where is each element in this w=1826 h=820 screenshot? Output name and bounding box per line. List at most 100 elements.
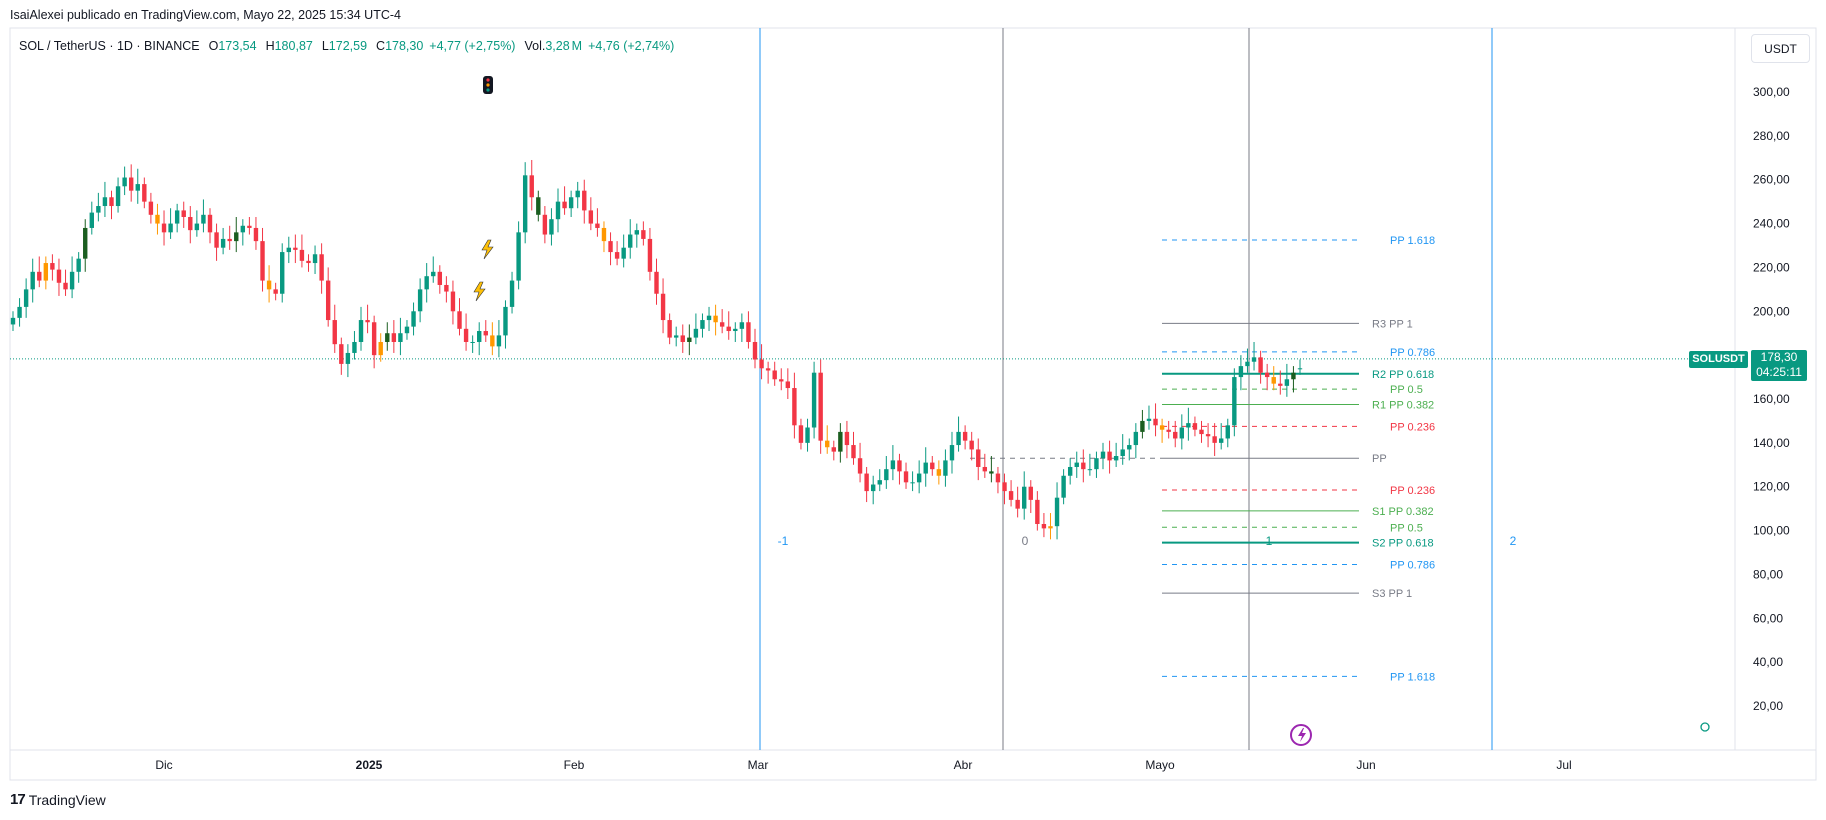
pivot-level-label: S2 PP 0.618 xyxy=(1372,538,1434,550)
candle-body xyxy=(582,190,587,211)
candle-body xyxy=(1008,491,1014,500)
candle-body xyxy=(529,175,534,198)
currency-button[interactable]: USDT xyxy=(1751,34,1810,63)
candle-body xyxy=(417,289,423,312)
volume-value: 3,28 xyxy=(545,39,570,53)
candle-body xyxy=(201,214,206,224)
pivot-level-label: PP 0.5 xyxy=(1390,384,1423,396)
candle-body xyxy=(936,469,942,476)
x-tick-label: Mar xyxy=(748,758,769,772)
candle-body xyxy=(687,337,692,342)
candle-body xyxy=(1107,451,1112,461)
pivot-level-label: PP 1.618 xyxy=(1390,671,1435,683)
candle-body xyxy=(1225,425,1230,439)
candle-body xyxy=(549,219,554,235)
candle-body xyxy=(214,232,219,248)
candle-body xyxy=(240,225,246,233)
candle-body xyxy=(1271,377,1276,384)
candle-body xyxy=(89,212,94,228)
candle-body xyxy=(870,484,876,492)
candle-body xyxy=(260,241,265,281)
candle-body xyxy=(588,210,594,224)
candle-body xyxy=(601,227,607,242)
candle-body xyxy=(358,320,364,342)
tradingview-logo[interactable]: 17 TradingView xyxy=(10,791,106,808)
last-price-value: 178,30 xyxy=(1760,350,1798,364)
candle-body xyxy=(595,223,600,228)
candle-body xyxy=(391,333,397,342)
candle-body xyxy=(457,311,462,329)
x-tick-label: Dic xyxy=(155,758,172,772)
candle-body xyxy=(424,276,429,290)
candle-body xyxy=(680,335,685,342)
candle-body xyxy=(989,471,994,474)
pivot-level-label: S1 PP 0.382 xyxy=(1372,506,1434,518)
candle-body xyxy=(739,322,745,329)
candle-body xyxy=(575,190,580,198)
countdown-value: 04:25:11 xyxy=(1756,365,1802,379)
candle-body xyxy=(719,322,725,327)
candle-body xyxy=(1153,418,1158,426)
candle-body xyxy=(509,280,515,307)
pivot-level-label: S3 PP 1 xyxy=(1372,588,1412,600)
chart-frame xyxy=(9,27,1817,781)
candle-body xyxy=(339,344,344,364)
candle-body xyxy=(568,197,574,209)
candle-body xyxy=(470,341,475,343)
candle-body xyxy=(102,197,108,207)
candle-body xyxy=(17,306,22,318)
candle-body xyxy=(614,252,620,259)
candle-body xyxy=(1219,438,1224,443)
x-tick-label: Jun xyxy=(1356,758,1375,772)
candle-body xyxy=(1199,429,1204,435)
candle-body xyxy=(490,335,495,347)
candle-body xyxy=(411,311,416,327)
candle-body xyxy=(135,184,140,191)
candle-body xyxy=(910,482,915,484)
traffic-light-dot-icon xyxy=(486,78,490,82)
candle-body xyxy=(385,333,390,342)
y-tick-label: 220,00 xyxy=(1753,260,1790,274)
candle-body xyxy=(286,247,291,253)
candle-body xyxy=(522,175,528,233)
candle-body xyxy=(273,289,278,294)
candle-body xyxy=(1192,423,1198,430)
candle-body xyxy=(1146,418,1152,421)
high-value: 180,87 xyxy=(274,39,313,53)
candle-body xyxy=(1054,497,1060,527)
candle-body xyxy=(693,328,699,338)
candle-body xyxy=(168,223,173,233)
candle-body xyxy=(884,469,889,481)
candle-body xyxy=(844,431,850,446)
candle-body xyxy=(897,460,902,472)
candle-body xyxy=(1159,425,1165,430)
candle-body xyxy=(312,254,318,264)
candle-body xyxy=(1186,423,1191,428)
pivot-level-label: R2 PP 0.618 xyxy=(1372,369,1434,381)
pivot-level-label: PP 0.236 xyxy=(1390,485,1435,497)
candle-body xyxy=(50,263,55,270)
candle-body xyxy=(83,227,88,259)
candle-body xyxy=(1120,449,1125,457)
volume-label: Vol. xyxy=(524,39,546,53)
cycle-label: 2 xyxy=(1510,534,1517,548)
candle-body xyxy=(1061,475,1066,498)
candle-body xyxy=(634,230,640,235)
candle-body xyxy=(733,328,738,332)
candle-body xyxy=(851,445,856,459)
candle-body xyxy=(621,247,626,259)
candle-body xyxy=(1133,431,1139,446)
candle-body xyxy=(194,223,200,231)
candle-body xyxy=(930,462,935,470)
high-label: H xyxy=(265,39,275,53)
candle-body xyxy=(371,322,377,356)
close-value: 178,30 xyxy=(385,39,424,53)
candle-body xyxy=(496,335,502,347)
open-value: 173,54 xyxy=(218,39,257,53)
candle-body xyxy=(811,372,817,428)
candle-body xyxy=(792,388,797,426)
y-tick-label: 140,00 xyxy=(1753,436,1790,450)
traffic-light-dot-icon xyxy=(486,83,490,87)
